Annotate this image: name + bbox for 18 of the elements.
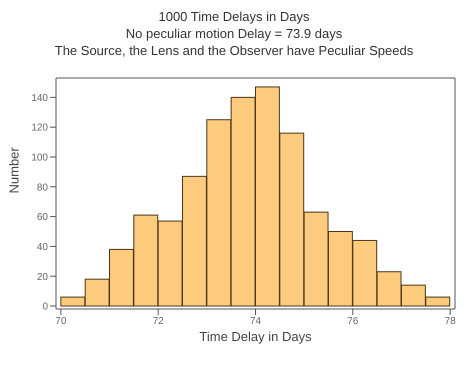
- x-tick-label: 72: [152, 316, 164, 328]
- y-tick-label: 40: [36, 242, 48, 253]
- text: The Source, the Lens and the Observer have Peculiar Speeds: [54, 42, 414, 59]
- y-tick-label: 100: [31, 152, 48, 164]
- y-tick-label: 80: [36, 182, 48, 194]
- x-tick-label: 78: [444, 316, 456, 328]
- y-tick-label: 140: [31, 92, 48, 104]
- x-tick-label: 76: [347, 316, 359, 328]
- y-tick-label: 0: [42, 302, 48, 313]
- chart-title: 1000 Time Delays in Days: [157, 8, 310, 25]
- y-axis-title: Number: [6, 146, 22, 194]
- y-tick-label: 20: [36, 272, 48, 283]
- y-tick-label: 60: [36, 212, 48, 224]
- x-tick-label: 74: [250, 316, 262, 328]
- x-axis-title: Time Delay in Days: [199, 329, 312, 344]
- chart-subtitle: No peculiar motion Delay = 73.9 days: [124, 25, 344, 42]
- x-tick-label: 70: [55, 316, 67, 328]
- y-tick-label: 120: [31, 122, 48, 134]
